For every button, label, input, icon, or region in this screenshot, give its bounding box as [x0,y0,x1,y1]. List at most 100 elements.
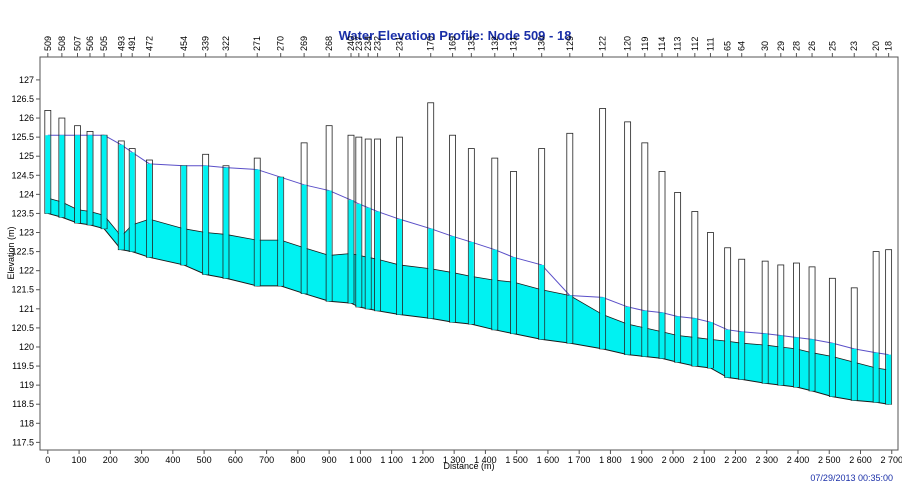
node-water [511,257,517,334]
node-label: 269 [299,36,309,51]
node-water [692,318,698,367]
node-label: 133 [466,36,476,51]
node-label: 130 [537,36,547,51]
node-water [278,177,284,286]
x-tick-label: 2 500 [818,455,841,465]
y-tick-label: 121.5 [11,285,34,295]
node-label: 129 [565,36,575,51]
node-label: 508 [57,36,67,51]
node-column [599,108,607,350]
chart-title: Water Elevation Profile: Node 509 - 18 [339,28,572,43]
node-label: 506 [85,36,95,51]
x-tick-label: 1 800 [599,455,622,465]
y-tick-label: 124.5 [11,170,34,180]
node-label: 491 [127,36,137,51]
y-tick-label: 122.5 [11,247,34,257]
y-tick-label: 120 [19,342,34,352]
node-water [75,135,81,223]
y-tick-label: 118 [20,418,34,428]
node-label: 114 [657,37,667,51]
y-tick-label: 120.5 [11,323,34,333]
timestamp: 07/29/2013 00:35:00 [810,473,893,483]
node-label: 119 [640,37,650,51]
node-water [873,352,879,403]
x-tick-label: 1 400 [474,455,497,465]
node-label: 270 [276,36,286,51]
node-water [223,167,229,279]
x-tick-label: 2 300 [755,455,778,465]
node-water [87,135,93,225]
node-label: 111 [705,37,715,51]
node-water [642,310,648,357]
node-water [45,135,51,214]
node-water [675,316,681,363]
node-label: 237 [354,36,364,51]
node-water [762,333,768,384]
node-water [118,144,124,250]
node-water [181,165,187,265]
node-water [778,335,784,386]
x-tick-label: 1 500 [505,455,528,465]
node-label: 64 [737,41,747,51]
x-tick-label: 1 600 [537,455,560,465]
node-label: 112 [690,37,700,51]
node-water [539,264,545,340]
node-water [659,312,665,359]
node-label: 472 [144,36,154,51]
node-water [567,295,573,344]
node-label: 131 [509,36,519,51]
y-tick-label: 121 [19,304,34,314]
node-water [396,219,402,315]
node-label: 234 [363,36,373,51]
node-label: 132 [490,36,500,51]
node-water [492,249,498,330]
node-label: 170 [426,36,436,51]
node-label: 30 [760,41,770,51]
node-water [739,331,745,380]
node-water [851,348,857,401]
y-tick-label: 124 [19,189,34,199]
node-column [396,136,403,315]
x-tick-label: 400 [165,455,180,465]
node-water [348,200,354,304]
x-tick-label: 2 100 [693,455,716,465]
node-label: 231 [394,36,404,51]
x-tick-label: 800 [290,455,305,465]
x-tick-label: 500 [197,455,212,465]
node-label: 65 [723,41,733,51]
x-tick-label: 600 [228,455,243,465]
node-column [145,159,153,258]
x-tick-label: 2 000 [662,455,685,465]
x-tick-label: 700 [259,455,274,465]
y-tick-label: 119.5 [12,361,34,371]
node-water [809,339,815,391]
y-tick-label: 127 [19,75,34,85]
node-water [59,135,65,218]
node-water [600,297,606,349]
node-water [725,329,731,378]
x-tick-label: 1 100 [380,455,403,465]
node-water [146,163,152,258]
y-tick-label: 123.5 [11,208,34,218]
node-label: 113 [673,37,683,51]
y-tick-label: 126 [19,113,34,123]
node-label: 509 [43,36,53,51]
node-water [829,343,835,397]
x-tick-label: 2 600 [849,455,872,465]
node-label: 18 [884,41,894,51]
node-label: 493 [116,36,126,51]
x-tick-label: 1 700 [568,455,591,465]
node-water [625,306,631,355]
y-tick-label: 125 [19,151,34,161]
node-water [254,169,260,286]
plot-frame [39,56,899,451]
y-tick-label: 118.5 [12,399,34,409]
node-water [203,165,209,275]
y-tick-label: 122 [19,266,34,276]
x-tick-label: 1 300 [443,455,466,465]
node-label: 25 [827,41,837,51]
node-water [375,211,381,311]
x-tick-label: 100 [72,455,87,465]
node-label: 20 [871,41,881,51]
node-column [510,171,517,335]
